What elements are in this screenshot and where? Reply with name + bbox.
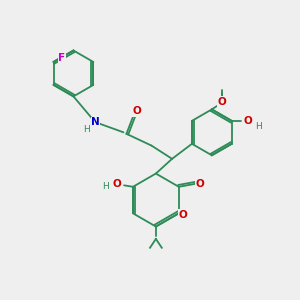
Text: N: N <box>91 117 100 127</box>
Text: O: O <box>132 106 141 116</box>
Text: H: H <box>255 122 262 130</box>
Text: O: O <box>218 97 226 107</box>
Text: O: O <box>179 210 188 220</box>
Text: O: O <box>196 179 205 189</box>
Text: O: O <box>244 116 252 126</box>
Text: F: F <box>58 52 65 62</box>
Text: O: O <box>112 179 121 189</box>
Text: H: H <box>103 182 109 191</box>
Text: H: H <box>83 125 89 134</box>
